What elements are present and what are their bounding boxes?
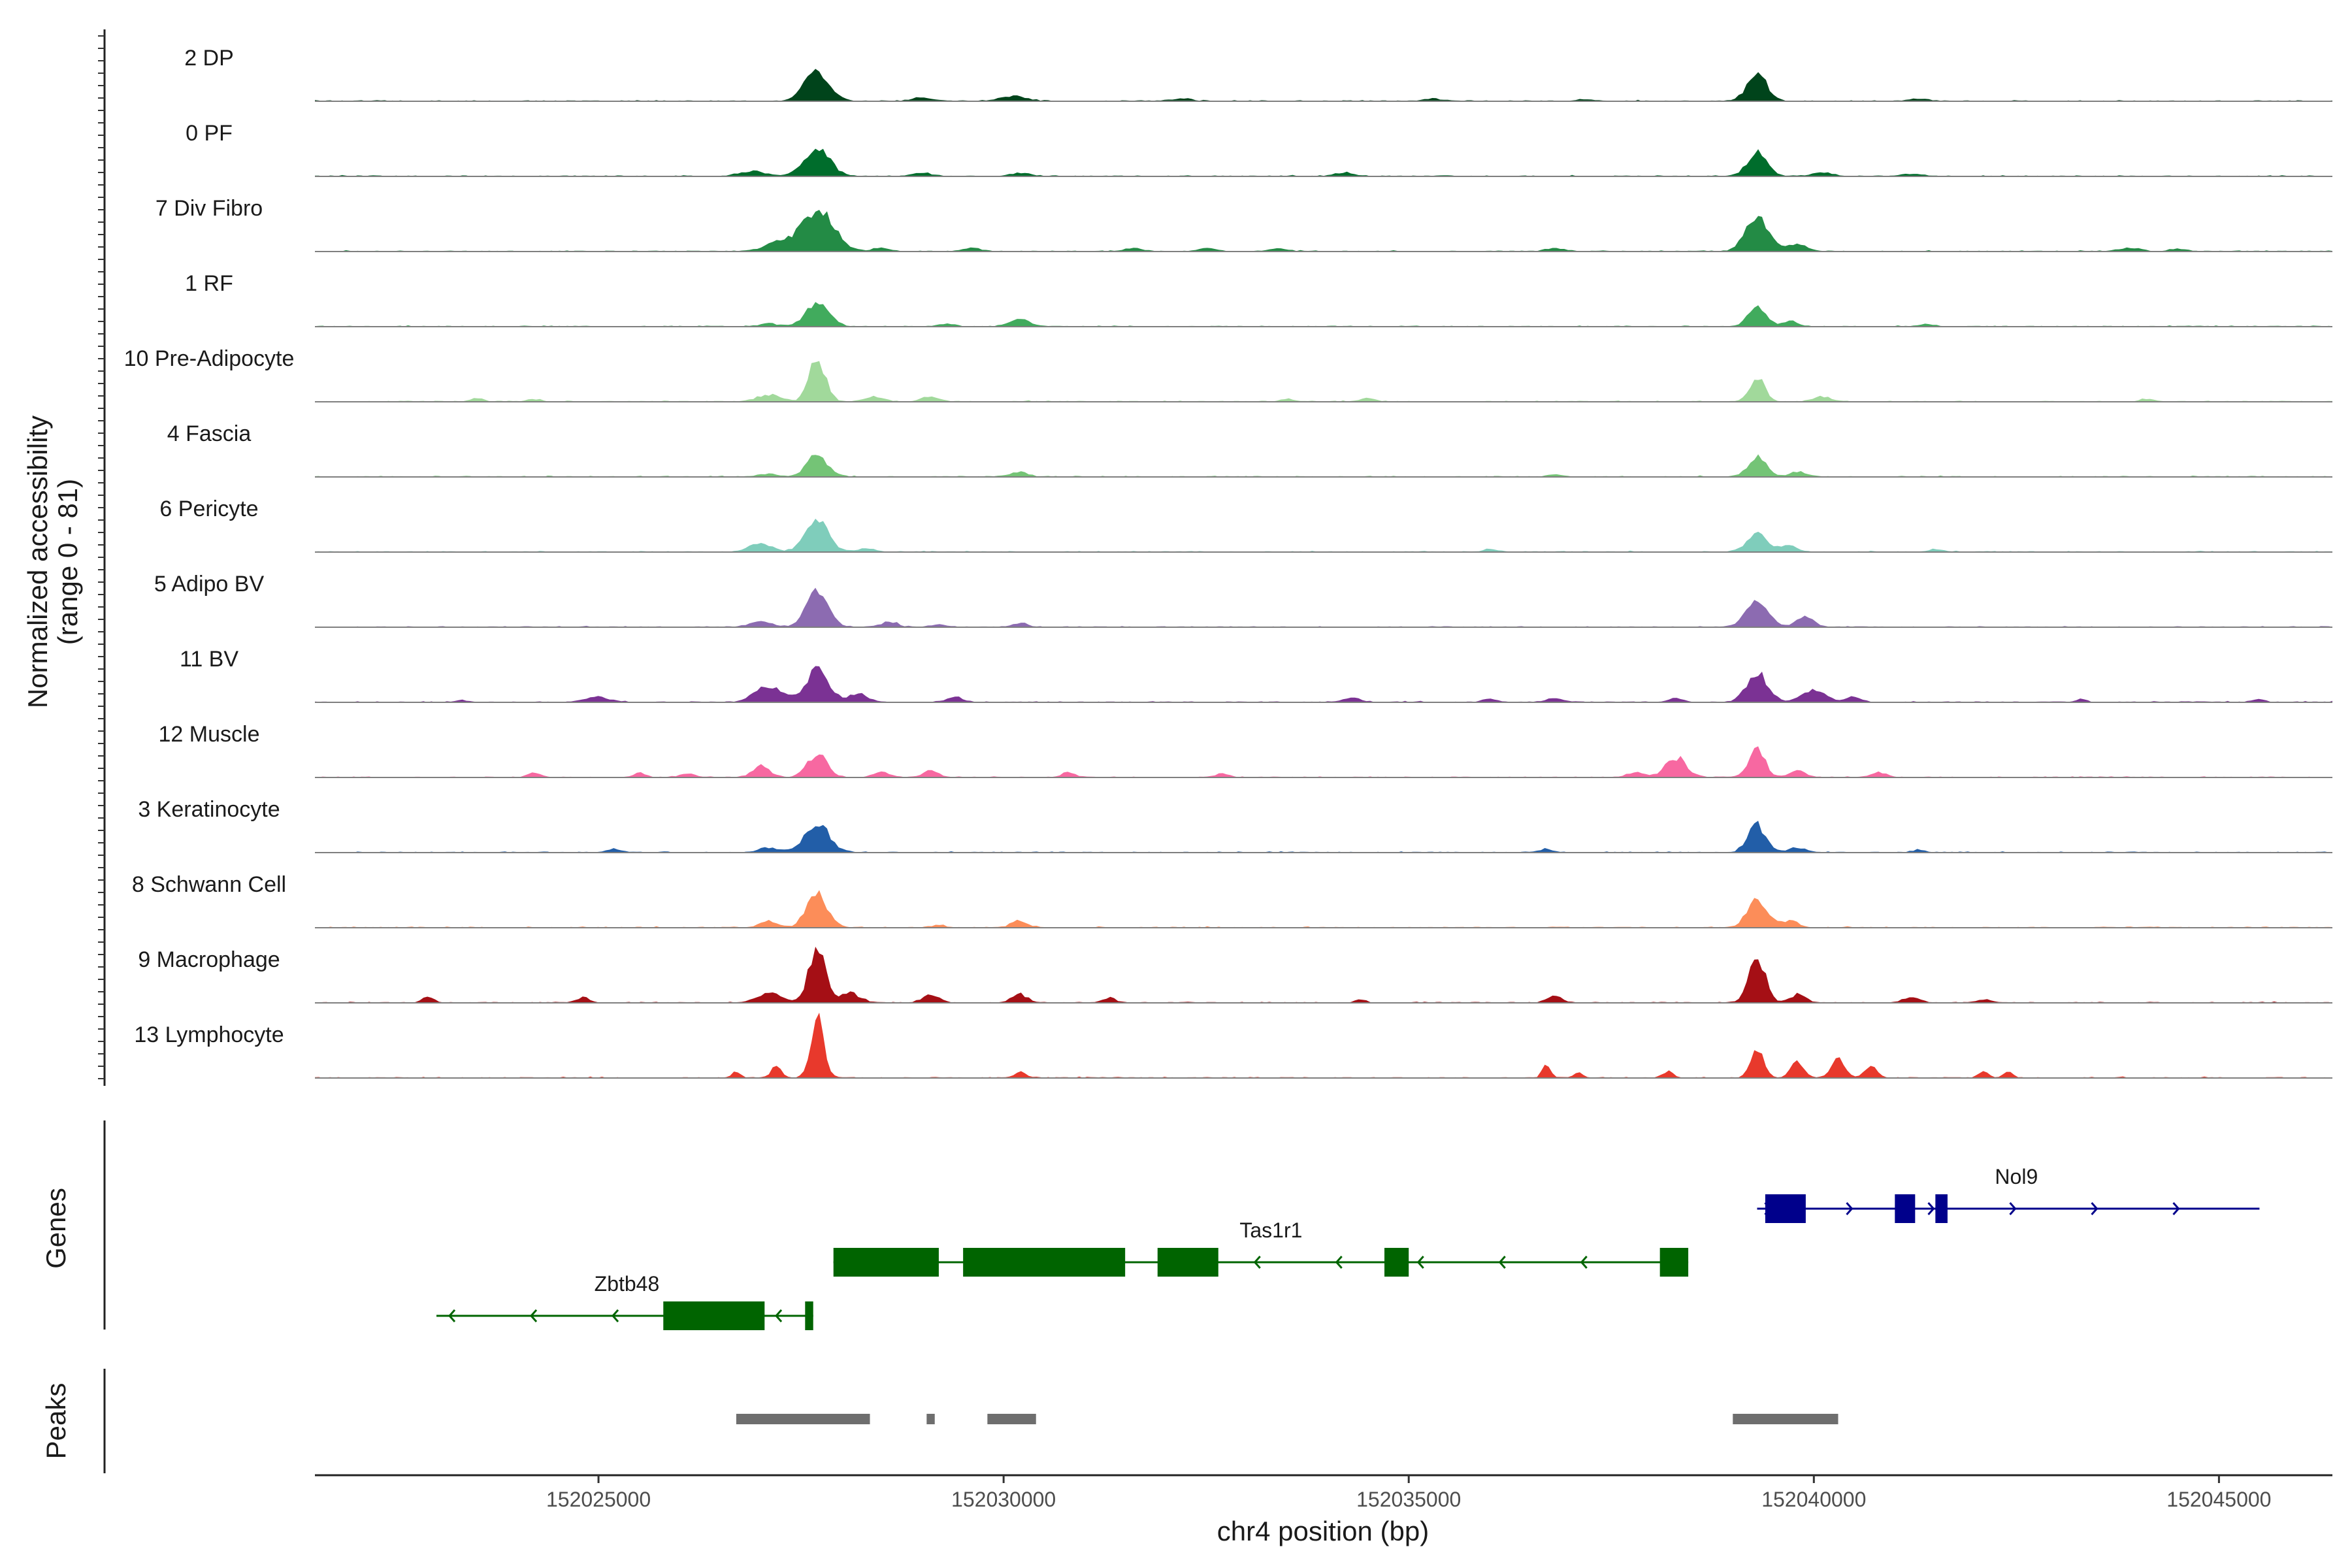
gene-exon [1659, 1248, 1689, 1277]
x-tick-label: 152045000 [2166, 1488, 2271, 1511]
gene-exon [1765, 1194, 1806, 1223]
gene-zbtb48: Zbtb48 [436, 1272, 813, 1330]
genes-panel-title: Genes [41, 1188, 71, 1269]
track-signal-area [315, 947, 2332, 1003]
gene-label: Nol9 [1995, 1165, 2038, 1188]
track-label: 8 Schwann Cell [132, 872, 286, 897]
track-label: 11 BV [180, 647, 238, 672]
track-7: 6 Pericyte [159, 497, 2332, 553]
track-8: 5 Adipo BV [154, 572, 2332, 628]
gene-tas1r1: Tas1r1 [833, 1218, 1689, 1277]
track-1: 2 DP [184, 46, 2332, 102]
track-10: 12 Muscle [159, 722, 2332, 778]
track-signal-area [315, 890, 2332, 928]
track-signal-area [315, 302, 2332, 327]
track-label: 5 Adipo BV [154, 572, 265, 596]
track-label: 10 Pre-Adipocyte [124, 346, 295, 371]
gene-exon [833, 1248, 939, 1277]
strand-chevron [2091, 1202, 2099, 1215]
y-axis-title-line1: Normalized accessibility [22, 416, 53, 708]
peak-interval [736, 1414, 870, 1424]
track-signal-area [315, 518, 2332, 552]
track-label: 6 Pericyte [159, 497, 258, 521]
track-5: 10 Pre-Adipocyte [124, 346, 2332, 402]
strand-chevron [530, 1309, 538, 1322]
track-9: 11 BV [180, 647, 2332, 703]
track-label: 3 Keratinocyte [138, 797, 280, 822]
track-3: 7 Div Fibro [155, 196, 2332, 252]
gene-exon [805, 1301, 813, 1330]
gene-nol9: Nol9 [1757, 1165, 2260, 1223]
y-axis-title-line2: (range 0 - 81) [52, 479, 83, 645]
track-13: 9 Macrophage [138, 947, 2332, 1004]
gene-label: Zbtb48 [595, 1272, 660, 1296]
peak-interval [1733, 1414, 1838, 1424]
peaks-panel-title: Peaks [41, 1383, 71, 1460]
peak-interval [987, 1414, 1036, 1424]
gene-exon [663, 1301, 765, 1330]
track-signal-area [315, 587, 2332, 627]
strand-chevron [775, 1309, 783, 1322]
x-axis-title: chr4 position (bp) [1217, 1516, 1429, 1546]
strand-chevron [2009, 1202, 2017, 1215]
track-label: 13 Lymphocyte [134, 1022, 284, 1047]
x-tick-label: 152040000 [1761, 1488, 1866, 1511]
track-2: 0 PF [186, 121, 2332, 177]
gene-exon [1935, 1194, 1948, 1223]
track-label: 4 Fascia [167, 421, 252, 446]
peak-interval [926, 1414, 935, 1424]
strand-chevron [448, 1309, 456, 1322]
left-axis-group [98, 29, 106, 1086]
track-14: 13 Lymphocyte [134, 1013, 2332, 1079]
track-label: 9 Macrophage [138, 947, 280, 972]
track-signal-area [315, 69, 2332, 101]
peaks-panel [103, 1369, 1838, 1473]
genes-panel: Nol9 Tas1r1 Zbtb48 [103, 1120, 2260, 1330]
gene-exon [1384, 1248, 1409, 1277]
x-axis: 152025000 152030000 152035000 152040000 1520… [315, 1474, 2332, 1511]
track-label: 12 Muscle [159, 722, 260, 747]
track-signal-area [315, 821, 2332, 853]
gene-exon [1157, 1248, 1218, 1277]
x-tick-label: 152035000 [1356, 1488, 1461, 1511]
gene-label: Tas1r1 [1239, 1218, 1302, 1242]
track-signal-area [315, 1013, 2332, 1078]
strand-chevron [1580, 1256, 1588, 1269]
x-tick-label: 152025000 [546, 1488, 651, 1511]
track-signal-area [315, 454, 2332, 477]
strand-chevron [612, 1309, 619, 1322]
strand-chevron [1416, 1256, 1424, 1269]
track-label: 1 RF [185, 271, 233, 296]
track-signal-area [315, 666, 2332, 702]
gene-exon [1895, 1194, 1916, 1223]
track-signal-area [315, 361, 2332, 402]
track-signal-area [315, 210, 2332, 252]
strand-chevron [1253, 1256, 1261, 1269]
track-label: 7 Div Fibro [155, 196, 263, 221]
tracks-group: 2 DP 0 PF 7 Div Fibro 1 RF 10 Pre-Adipocyte 4… [124, 46, 2332, 1079]
strand-chevron [2172, 1202, 2180, 1215]
track-6: 4 Fascia [167, 421, 2332, 478]
strand-chevron [1498, 1256, 1506, 1269]
track-signal-area [315, 746, 2332, 777]
strand-chevron [1846, 1202, 1854, 1215]
track-11: 3 Keratinocyte [138, 797, 2332, 853]
strand-chevron [1335, 1256, 1343, 1269]
x-tick-label: 152030000 [951, 1488, 1056, 1511]
track-4: 1 RF [185, 271, 2332, 327]
gene-exon [963, 1248, 1126, 1277]
track-12: 8 Schwann Cell [132, 872, 2332, 928]
strand-chevron [1927, 1202, 1935, 1215]
track-signal-area [315, 148, 2332, 176]
track-label: 0 PF [186, 121, 233, 146]
track-label: 2 DP [184, 46, 234, 71]
